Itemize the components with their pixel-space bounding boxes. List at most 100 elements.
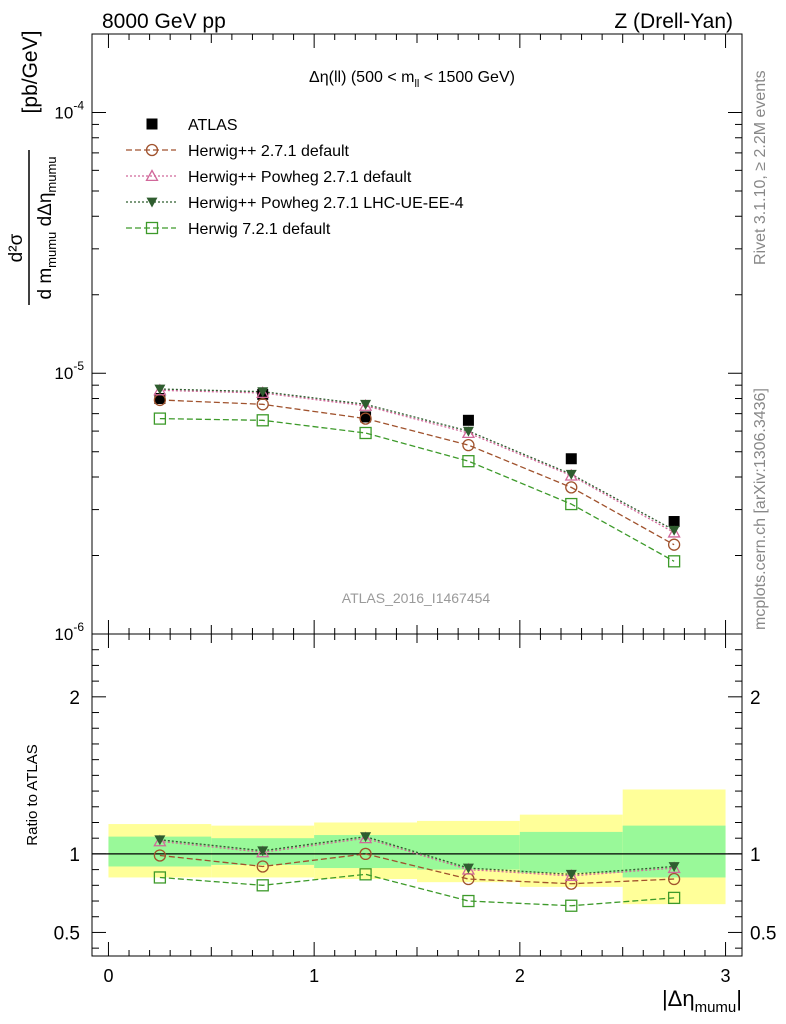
legend-marker-powheg: [145, 169, 159, 182]
legend-title-sub: ll: [414, 78, 419, 90]
x-tick-label: 1: [309, 966, 319, 986]
ylabel-den-b: dΔη: [35, 193, 56, 232]
ratio-point-powheg: [358, 831, 373, 844]
ylabel-numerator: d²σ: [6, 233, 27, 262]
x-tick-label: 2: [515, 966, 525, 986]
legend-marker-herwig7: [145, 221, 159, 235]
legend-title-main: Δη(ll) (500 < m: [309, 69, 414, 86]
data-point-herwigpp: [256, 398, 269, 411]
ratio-point-powheg_ue: [154, 835, 166, 846]
data-point-herwigpp: [359, 412, 372, 425]
header-right: Z (Drell-Yan): [614, 10, 733, 33]
data-point-data: [668, 516, 680, 528]
legend-marker-data: [146, 118, 158, 130]
ratio-ylabel: Ratio to ATLAS: [24, 744, 41, 845]
legend-label-data: ATLAS: [188, 117, 238, 134]
x-tick-label: 3: [721, 966, 731, 986]
data-point-powheg_ue: [668, 525, 680, 536]
ratio-band-inner: [519, 831, 623, 873]
ratio-y-tick-label: 0.5: [54, 923, 80, 944]
series-line-herwigpp: [159, 399, 675, 546]
ratio-point-herwig7: [462, 894, 475, 908]
ratio-point-powheg_ue: [668, 862, 680, 872]
ratio-y-tick-label-right: 2: [750, 688, 761, 709]
main-ylabel: d²σ d mmumu dΔηmumu [pb/GeV]: [6, 31, 59, 305]
data-point-herwig7: [256, 414, 269, 427]
data-point-powheg_ue: [360, 399, 372, 410]
ratio-point-herwig7: [565, 899, 578, 912]
ratio-point-powheg_ue: [257, 846, 269, 857]
mcplots-label: mcplots.cern.ch [arXiv:1306.3436]: [752, 388, 769, 630]
header-left: 8000 GeV pp: [102, 10, 226, 33]
ratio-y-tick-label-right: 1: [750, 845, 761, 866]
ratio-point-herwigpp: [359, 847, 372, 861]
series-line-powheg: [159, 389, 675, 534]
ratio-line-powheg_ue: [159, 835, 675, 875]
data-point-data: [565, 453, 577, 465]
ratio-point-herwig7: [153, 871, 167, 884]
data-point-herwigpp: [462, 438, 475, 452]
ratio-y-tick-label: 1: [69, 845, 80, 866]
ratio-point-powheg: [667, 861, 681, 874]
legend-marker-powheg_ue: [146, 197, 158, 208]
x-tick-label: 0: [103, 966, 113, 986]
ratio-point-powheg: [564, 869, 578, 881]
main-y-tick-label: 10-4: [54, 98, 84, 122]
data-point-herwigpp: [667, 538, 681, 551]
legend-label-powheg_ue: Herwig++ Powheg 2.7.1 LHC-UE-EE-4: [188, 195, 464, 212]
data-point-data: [360, 411, 372, 423]
data-point-herwigpp: [565, 481, 578, 494]
main-panel: 10-6 10-5 10-4 ATLAS_2016_I1467454 Δη(ll) …: [54, 33, 743, 644]
legend-title: Δη(ll) (500 < mll < 1500 GeV): [309, 69, 515, 90]
data-point-powheg: [358, 398, 373, 411]
data-point-herwig7: [462, 455, 475, 468]
ratio-y-tick-label: 2: [69, 688, 80, 709]
data-point-powheg: [564, 468, 578, 481]
data-point-powheg: [153, 383, 167, 396]
ratio-y-tick-label-right: 0.5: [750, 923, 776, 944]
data-point-powheg_ue: [257, 387, 269, 398]
rivet-label: Rivet 3.1.10, ≥ 2.2M events: [752, 70, 769, 265]
ratio-point-powheg_ue: [462, 863, 474, 874]
ylabel-den-b-sub: mumu: [44, 156, 59, 192]
legend: ATLAS Herwig++ 2.7.1 default Herwig++ Powh…: [126, 117, 464, 238]
ratio-point-herwigpp: [667, 872, 681, 886]
ylabel-unit: [pb/GeV]: [19, 31, 42, 114]
data-point-data: [154, 393, 166, 405]
ratio-point-powheg: [256, 845, 270, 858]
legend-label-herwigpp: Herwig++ 2.7.1 default: [188, 143, 350, 160]
watermark: ATLAS_2016_I1467454: [342, 590, 491, 606]
ratio-point-herwigpp: [256, 860, 269, 873]
series-line-herwig7: [159, 417, 675, 562]
xlabel-tail: |: [736, 986, 742, 1011]
ratio-point-herwig7: [359, 868, 372, 881]
data-point-powheg: [667, 525, 681, 538]
ratio-line-herwig7: [159, 873, 675, 907]
ratio-point-powheg: [461, 862, 476, 875]
ylabel-den-a-sub: mumu: [44, 232, 59, 268]
data-point-herwig7: [359, 426, 372, 440]
ratio-point-powheg_ue: [360, 832, 372, 843]
legend-marker-herwigpp: [145, 143, 159, 157]
main-y-tick-label: 10-6: [54, 620, 84, 644]
data-point-powheg_ue: [154, 384, 166, 395]
data-point-herwig7: [565, 497, 578, 511]
ratio-line-powheg: [159, 837, 675, 877]
legend-title-tail: < 1500 GeV): [419, 69, 515, 86]
xlabel: |Δηmumu|: [662, 986, 742, 1016]
ylabel-den-a: d m: [35, 268, 56, 300]
data-point-powheg_ue: [462, 426, 474, 437]
ratio-point-herwig7: [667, 891, 681, 905]
ratio-point-powheg_ue: [565, 869, 577, 880]
data-point-data: [462, 414, 474, 426]
data-point-powheg: [461, 426, 476, 439]
data-point-powheg: [256, 386, 270, 399]
ratio-panel-frame: [91, 633, 743, 957]
main-y-tick-label: 10-5: [54, 359, 84, 383]
legend-label-herwig7: Herwig 7.2.1 default: [188, 221, 331, 238]
data-point-herwig7: [667, 555, 681, 568]
ratio-point-herwig7: [256, 879, 269, 892]
data-point-herwig7: [153, 412, 167, 425]
series-line-powheg_ue: [159, 388, 675, 531]
xlabel-sub: mumu: [695, 999, 737, 1016]
